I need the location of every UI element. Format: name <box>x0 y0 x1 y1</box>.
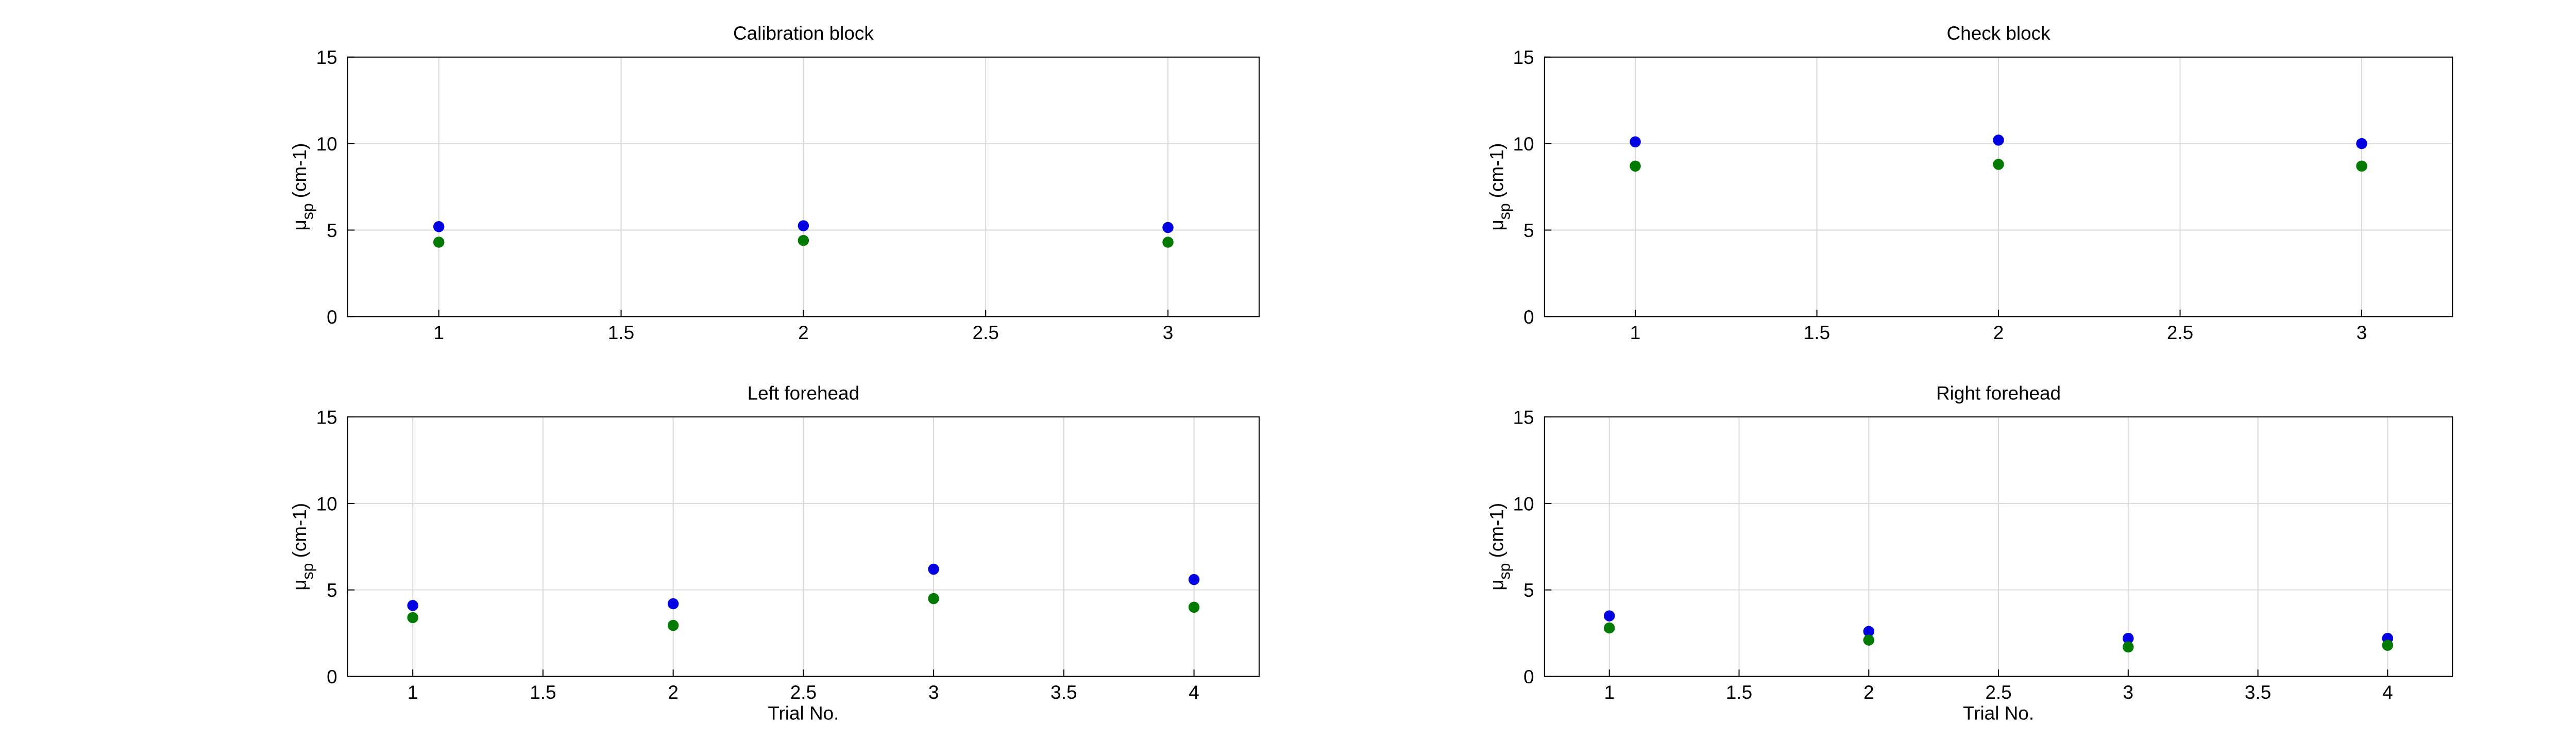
y-tick-label: 10 <box>1513 493 1534 514</box>
x-tick-label: 1.5 <box>1726 682 1752 703</box>
x-tick-label: 2 <box>798 322 809 343</box>
y-axis-label: μsp (cm-1) <box>1486 143 1513 231</box>
x-tick-label: 4 <box>1189 682 1199 703</box>
x-tick-label: 1 <box>1630 322 1641 343</box>
x-tick-label: 3 <box>1163 322 1174 343</box>
data-point <box>407 600 418 611</box>
subplot: 1 1.5 2 2.5 3 0 5 10 15 Check block μsp (cm-1) <box>1486 23 2453 343</box>
data-point <box>2382 640 2394 651</box>
x-axis-label: Trial No. <box>768 703 839 724</box>
data-point <box>1162 237 1174 248</box>
data-point <box>2356 160 2367 172</box>
x-axis-label: Trial No. <box>1963 703 2034 724</box>
data-point <box>1863 626 1875 637</box>
y-tick-label: 10 <box>316 133 337 155</box>
x-tick-label: 4 <box>2382 682 2393 703</box>
data-point <box>928 593 939 604</box>
y-label-symbol: μ <box>1486 220 1507 230</box>
y-tick-label: 10 <box>1513 133 1534 155</box>
x-tick-label: 2.5 <box>790 682 817 703</box>
x-tick-label: 3 <box>2357 322 2367 343</box>
y-label-subscript: sp <box>300 563 317 580</box>
axes-frame <box>1544 416 2453 677</box>
data-point <box>928 563 939 575</box>
y-label-unit: (cm-1) <box>1486 503 1507 558</box>
y-tick-label: 0 <box>1523 666 1534 687</box>
y-tick-label: 15 <box>316 47 337 68</box>
y-label-unit: (cm-1) <box>1486 143 1507 198</box>
chart-title: Check block <box>1947 23 2051 44</box>
x-tick-label: 1 <box>433 322 444 343</box>
x-tick-label: 3 <box>2123 682 2134 703</box>
data-point <box>1188 574 1200 585</box>
y-tick-label: 15 <box>1513 407 1534 428</box>
x-tick-label: 2.5 <box>2167 322 2193 343</box>
y-tick-label: 15 <box>1513 47 1534 68</box>
y-label-symbol: μ <box>1486 579 1507 590</box>
data-point <box>667 598 679 610</box>
y-tick-label: 15 <box>316 407 337 428</box>
x-tick-label: 2 <box>1993 322 2004 343</box>
data-point <box>798 220 809 231</box>
x-tick-label: 1 <box>408 682 418 703</box>
data-point <box>667 619 679 631</box>
data-point <box>1993 135 2004 146</box>
y-label-unit: (cm-1) <box>289 503 310 558</box>
data-point <box>1603 622 1615 634</box>
chart-title: Calibration block <box>733 23 874 44</box>
x-tick-label: 3 <box>928 682 939 703</box>
y-label-subscript: sp <box>300 203 317 220</box>
axes-frame <box>1544 56 2453 317</box>
x-tick-label: 2 <box>1863 682 1874 703</box>
data-point <box>1993 159 2004 170</box>
data-point <box>407 612 418 624</box>
y-tick-label: 5 <box>1523 220 1534 241</box>
x-tick-label: 3.5 <box>1050 682 1077 703</box>
data-point <box>1162 222 1174 233</box>
data-point <box>2123 632 2134 644</box>
x-tick-label: 1.5 <box>530 682 556 703</box>
y-tick-label: 5 <box>327 580 337 601</box>
y-tick-label: 10 <box>316 493 337 514</box>
subplot: 1 1.5 2 2.5 3 3.5 4 0 5 10 15 Right forehead μsp (cm-… <box>1486 382 2453 724</box>
x-tick-label: 1.5 <box>1804 322 1830 343</box>
y-label-subscript: sp <box>1497 203 1514 220</box>
y-axis-label: μsp (cm-1) <box>289 143 316 231</box>
y-tick-label: 5 <box>327 220 337 241</box>
data-point <box>798 234 809 246</box>
data-point <box>1603 610 1615 621</box>
y-label-symbol: μ <box>289 220 310 230</box>
y-label-subscript: sp <box>1497 563 1514 580</box>
y-tick-label: 0 <box>327 307 337 328</box>
x-tick-label: 3.5 <box>2245 682 2271 703</box>
axes-frame <box>347 416 1260 677</box>
data-point <box>433 237 445 248</box>
y-axis-label: μsp (cm-1) <box>1486 503 1513 591</box>
chart-title: Left forehead <box>748 382 860 404</box>
subplot: 1 1.5 2 2.5 3 3.5 4 0 5 10 15 Left forehead μsp (cm-1… <box>289 382 1260 724</box>
axes-frame <box>347 56 1260 317</box>
data-point <box>1863 634 1875 646</box>
y-tick-label: 0 <box>327 666 337 687</box>
subplot: 1 1.5 2 2.5 3 0 5 10 15 Calibration block μsp (cm-1… <box>289 23 1260 343</box>
x-tick-label: 2 <box>668 682 679 703</box>
y-tick-label: 0 <box>1523 307 1534 328</box>
x-tick-label: 1.5 <box>608 322 634 343</box>
x-tick-label: 2.5 <box>1985 682 2011 703</box>
data-point <box>2123 641 2134 653</box>
x-tick-label: 2.5 <box>973 322 999 343</box>
data-point <box>433 221 445 232</box>
data-point <box>2356 138 2367 149</box>
data-point <box>1188 601 1200 613</box>
data-point <box>1630 160 1641 172</box>
chart-title: Right forehead <box>1936 382 2061 404</box>
y-tick-label: 5 <box>1523 580 1534 601</box>
data-point <box>1630 136 1641 148</box>
y-label-unit: (cm-1) <box>289 143 310 198</box>
x-tick-label: 1 <box>1604 682 1615 703</box>
y-label-symbol: μ <box>289 579 310 590</box>
y-axis-label: μsp (cm-1) <box>289 503 316 591</box>
